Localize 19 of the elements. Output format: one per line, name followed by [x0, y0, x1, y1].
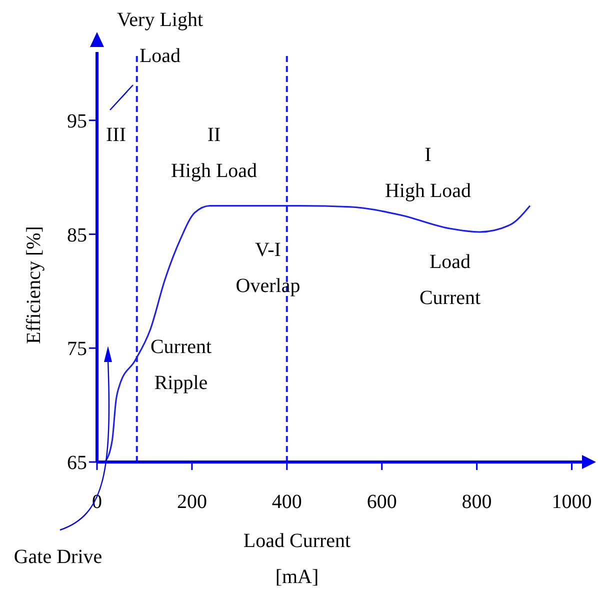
x-tick-label: 400	[272, 491, 302, 514]
y-tick-label: 75	[67, 338, 87, 360]
annotation: I High Load	[384, 144, 472, 202]
x-axis-title: Load Current [mA]	[243, 530, 352, 588]
annotation: III	[106, 124, 126, 146]
text: Gate Drive	[14, 546, 102, 568]
annotation: Current Ripple	[150, 336, 212, 394]
annotation: V-I Overlap	[236, 239, 300, 297]
y-tick-label: 65	[67, 452, 87, 474]
y-tick-label: 85	[67, 224, 87, 246]
annotation: Very Light Load	[116, 9, 204, 67]
x-tick-label: 200	[176, 491, 207, 514]
x-tick-label: 1000	[552, 491, 592, 514]
annotation: Load Current	[419, 251, 481, 309]
y-tick-label: 95	[67, 110, 87, 132]
y-axis-title: Efficiency [%]	[23, 226, 45, 344]
annotation: II High Load	[170, 124, 258, 182]
x-tick-label: 600	[366, 491, 397, 514]
x-tick-label: 800	[462, 491, 492, 514]
